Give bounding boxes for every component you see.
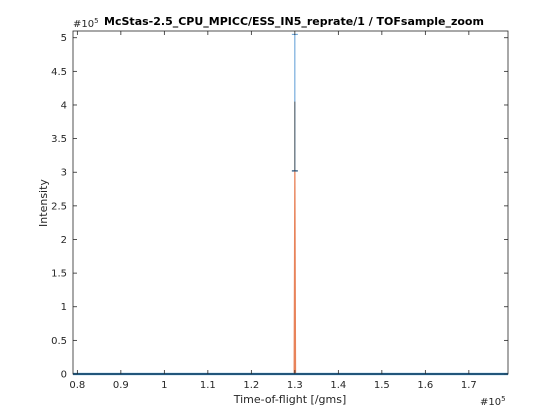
y-tick-label: 2.5 — [51, 201, 67, 212]
y-tick-label: 3.5 — [51, 134, 67, 145]
x-tick-label: 1.6 — [417, 380, 433, 391]
x-tick-label: 0.8 — [69, 380, 85, 391]
axes-box — [72, 30, 509, 375]
series-line — [73, 170, 508, 375]
x-axis-multiplier: #105 — [480, 395, 506, 408]
y-axis-multiplier: #105 — [73, 17, 99, 30]
x-tick-label: 1.5 — [374, 380, 390, 391]
x-tick-label: 1.2 — [243, 380, 259, 391]
axes: 0 0.5 1 1.5 2 2.5 3 3.5 4 4.5 5 0.8 0.9 1 1.1 1.2 1.3 1.4… — [51, 30, 509, 391]
y-tick-label: 4 — [61, 100, 67, 111]
y-tick-label: 2 — [61, 235, 67, 246]
x-tick-label: 1.3 — [287, 380, 303, 391]
y-axis-label: Intensity — [37, 179, 50, 227]
chart-title: McStas-2.5_CPU_MPICC/ESS_IN5_reprate/1 /… — [104, 15, 484, 28]
x-tick-label: 0.9 — [113, 380, 129, 391]
y-tick-label: 0 — [61, 370, 67, 381]
x-tick-label: 1.7 — [461, 380, 477, 391]
y-tick-label: 3 — [61, 168, 67, 179]
y-tick-label: 1.5 — [51, 269, 67, 280]
x-tick-label: 1.4 — [330, 380, 346, 391]
plot-area — [73, 33, 508, 376]
x-axis-label: Time-of-flight [/gms] — [233, 393, 347, 406]
x-tick-label: 1.1 — [200, 380, 216, 391]
y-tick-label: 5 — [61, 33, 67, 44]
y-tick-label: 4.5 — [51, 67, 67, 78]
x-tick-label: 1 — [161, 380, 167, 391]
y-tick-label: 0.5 — [51, 336, 67, 347]
y-tick-label: 1 — [61, 302, 67, 313]
